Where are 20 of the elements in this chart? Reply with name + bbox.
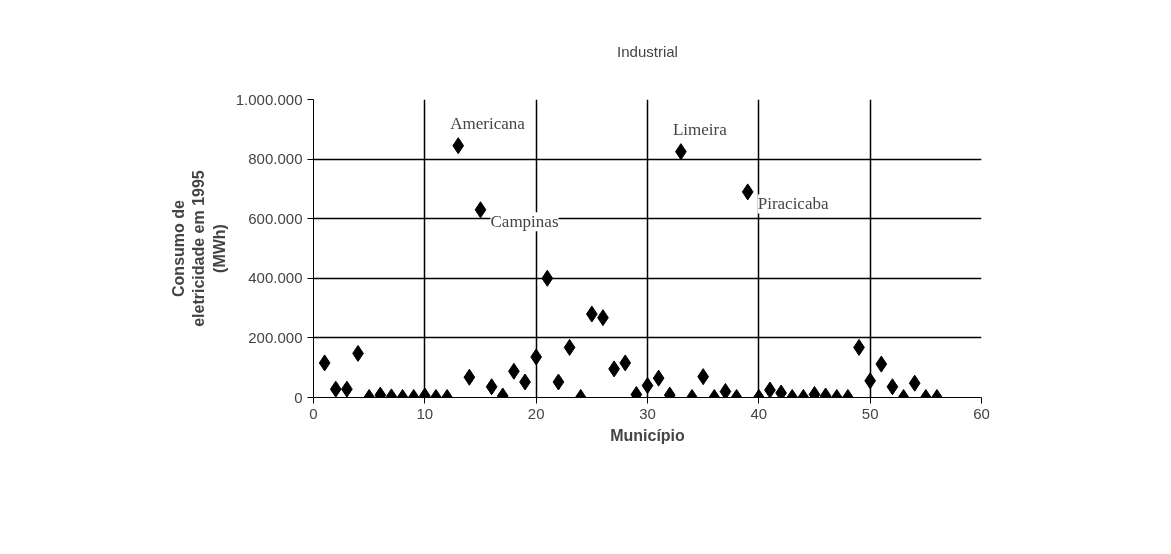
y-tick-label: 800.000: [248, 150, 303, 168]
x-tick-label: 50: [861, 404, 879, 422]
x-tick-label: 20: [527, 404, 545, 422]
x-tick-label: 60: [973, 404, 990, 422]
x-tick-label: 0: [309, 404, 318, 422]
y-tick-label: 400.000: [248, 269, 303, 287]
y-tick-label: 600.000: [248, 209, 303, 227]
annotation: Americana: [450, 114, 526, 134]
chart-title: Industrial: [617, 42, 678, 60]
y-tick-label: 1.000.000: [235, 90, 303, 108]
x-axis-title: Município: [610, 426, 686, 444]
y-tick-label: 200.000: [248, 328, 303, 346]
x-tick-label: 10: [416, 404, 434, 422]
annotation: Limeira: [672, 120, 728, 140]
y-tick-label: 0: [294, 388, 303, 406]
annotation: Campinas: [490, 212, 559, 232]
y-axis-title: Consumo de eletricidade em 1995 (MWh): [169, 170, 228, 327]
x-tick-label: 30: [639, 404, 656, 422]
x-tick-label: 40: [750, 404, 768, 422]
annotation: Piracicaba: [757, 194, 829, 214]
